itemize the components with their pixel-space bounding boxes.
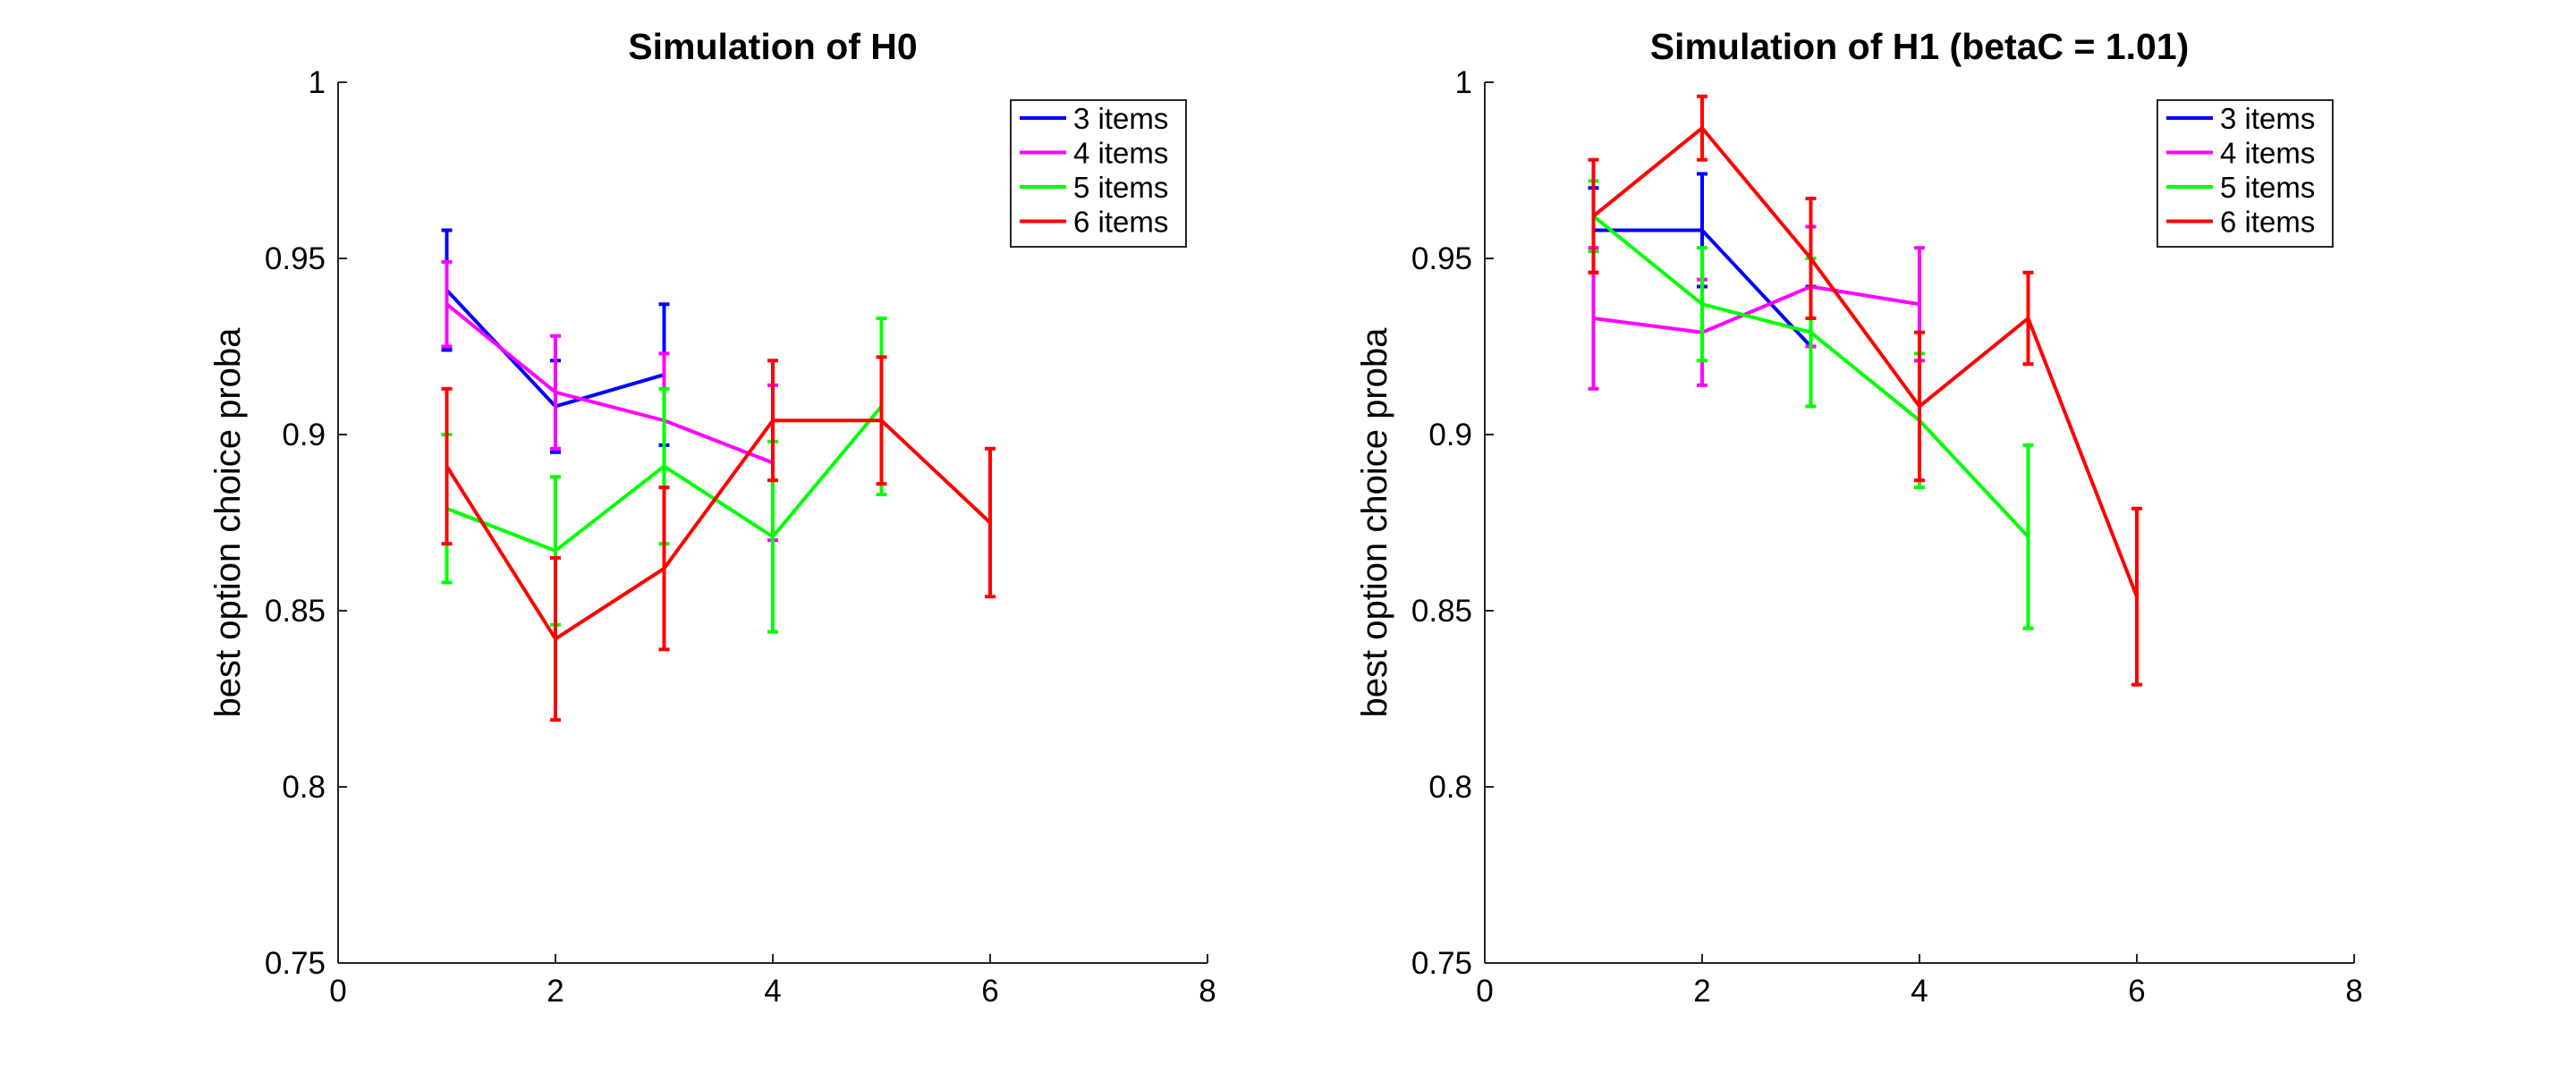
x-tick-label: 6 [2128, 974, 2145, 1009]
legend-label: 6 items [1073, 206, 1168, 239]
x-tick-label: 0 [329, 974, 346, 1009]
y-axis-label: best option choice proba [1355, 327, 1394, 718]
y-tick-label: 0.85 [265, 594, 326, 629]
y-tick-label: 0.75 [265, 946, 326, 981]
y-tick-label: 0.8 [1428, 770, 1472, 805]
series-4-items [441, 259, 778, 543]
x-tick-label: 4 [1911, 974, 1928, 1009]
series-line [445, 418, 992, 642]
y-tick-label: 1 [309, 65, 326, 100]
series-line [445, 405, 884, 553]
series-line [1593, 284, 1920, 334]
x-tick-label: 2 [1693, 974, 1710, 1009]
y-tick-label: 0.85 [1411, 594, 1472, 629]
series-line [1592, 125, 2139, 597]
y-tick-label: 0.95 [1411, 241, 1472, 276]
x-tick-label: 6 [981, 974, 998, 1009]
legend-label: 4 items [2220, 137, 2315, 170]
legend-label: 3 items [1073, 102, 1168, 135]
legend-label: 4 items [1073, 137, 1168, 170]
legend-label: 3 items [2220, 102, 2315, 135]
x-tick-label: 8 [1199, 974, 1216, 1009]
legend-label: 5 items [1073, 171, 1168, 204]
x-tick-label: 4 [764, 974, 781, 1009]
x-tick-label: 8 [2345, 974, 2362, 1009]
legend-label: 5 items [2220, 171, 2315, 204]
x-tick-label: 0 [1476, 974, 1493, 1009]
y-tick-label: 0.9 [282, 418, 326, 452]
series-line [1592, 215, 2029, 538]
y-axis-label: best option choice proba [208, 327, 248, 718]
chart-panel-2: 0.75 0.8 0.85 0.9 0.95 1 0 2 4 6 8 Simulation of H1… [1355, 26, 2363, 1009]
legend-label: 6 items [2220, 206, 2315, 239]
chart-panel-1: 0.75 0.8 0.85 0.9 0.95 1 0 2 4 6 8 Simulation of H0… [208, 26, 1216, 1009]
chart-title: Simulation of H1 (betaC = 1.01) [1650, 26, 2190, 67]
y-tick-label: 0.75 [1411, 946, 1472, 981]
series-6-items [441, 355, 996, 722]
series-line [1593, 228, 1812, 348]
series-line [445, 302, 774, 465]
y-tick-label: 0.9 [1428, 418, 1472, 452]
x-tick-label: 2 [547, 974, 564, 1009]
y-tick-label: 0.95 [265, 241, 326, 276]
chart-title: Simulation of H0 [628, 26, 917, 67]
y-tick-label: 1 [1455, 65, 1472, 100]
y-tick-label: 0.8 [282, 770, 326, 805]
series-6-items [1588, 94, 2142, 687]
